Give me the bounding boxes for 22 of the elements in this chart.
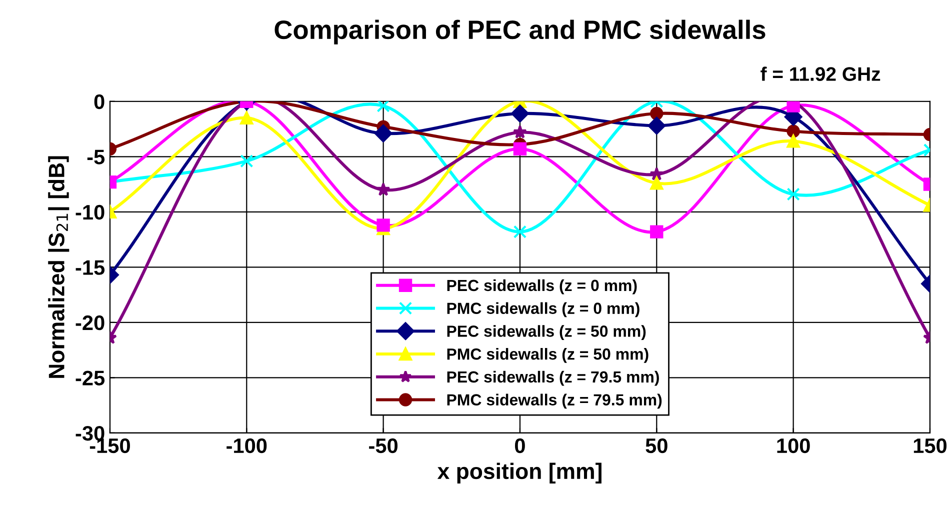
y-tick-label: 0 (94, 94, 104, 110)
chart-title: Comparison of PEC and PMC sidewalls (274, 20, 766, 44)
x-tick-label: -50 (369, 438, 398, 454)
y-tick-label: -20 (76, 315, 104, 330)
legend-label: PEC sidewalls (z = 79.5 mm) (447, 370, 659, 386)
legend-label: PMC sidewalls (z = 50 mm) (447, 348, 648, 363)
legend-label: PEC sidewalls (z = 50 mm) (447, 325, 646, 340)
y-tick-label: -25 (76, 370, 105, 386)
text: f = 11.92 GHz (760, 66, 880, 81)
y-tick-label: -10 (76, 204, 104, 220)
y-tick-label: -15 (76, 260, 105, 275)
y-tick-label: -5 (87, 150, 105, 164)
legend-label: PEC sidewalls (z = 0 mm) (447, 279, 637, 294)
x-tick-label: -100 (226, 438, 267, 454)
y-axis-title: Normalized |S$_{21}$| [dB] (48, 156, 70, 378)
x-tick-label: 100 (777, 438, 810, 454)
x-tick-label: 0 (515, 438, 525, 454)
legend-label: PMC sidewalls (z = 79.5 mm) (447, 394, 662, 409)
x-axis-title: x position [mm] (437, 462, 602, 484)
x-tick-label: 150 (914, 438, 947, 454)
legend-label: PMC sidewalls (z = 0 mm) (447, 302, 640, 318)
x-tick-label: 50 (646, 438, 668, 454)
